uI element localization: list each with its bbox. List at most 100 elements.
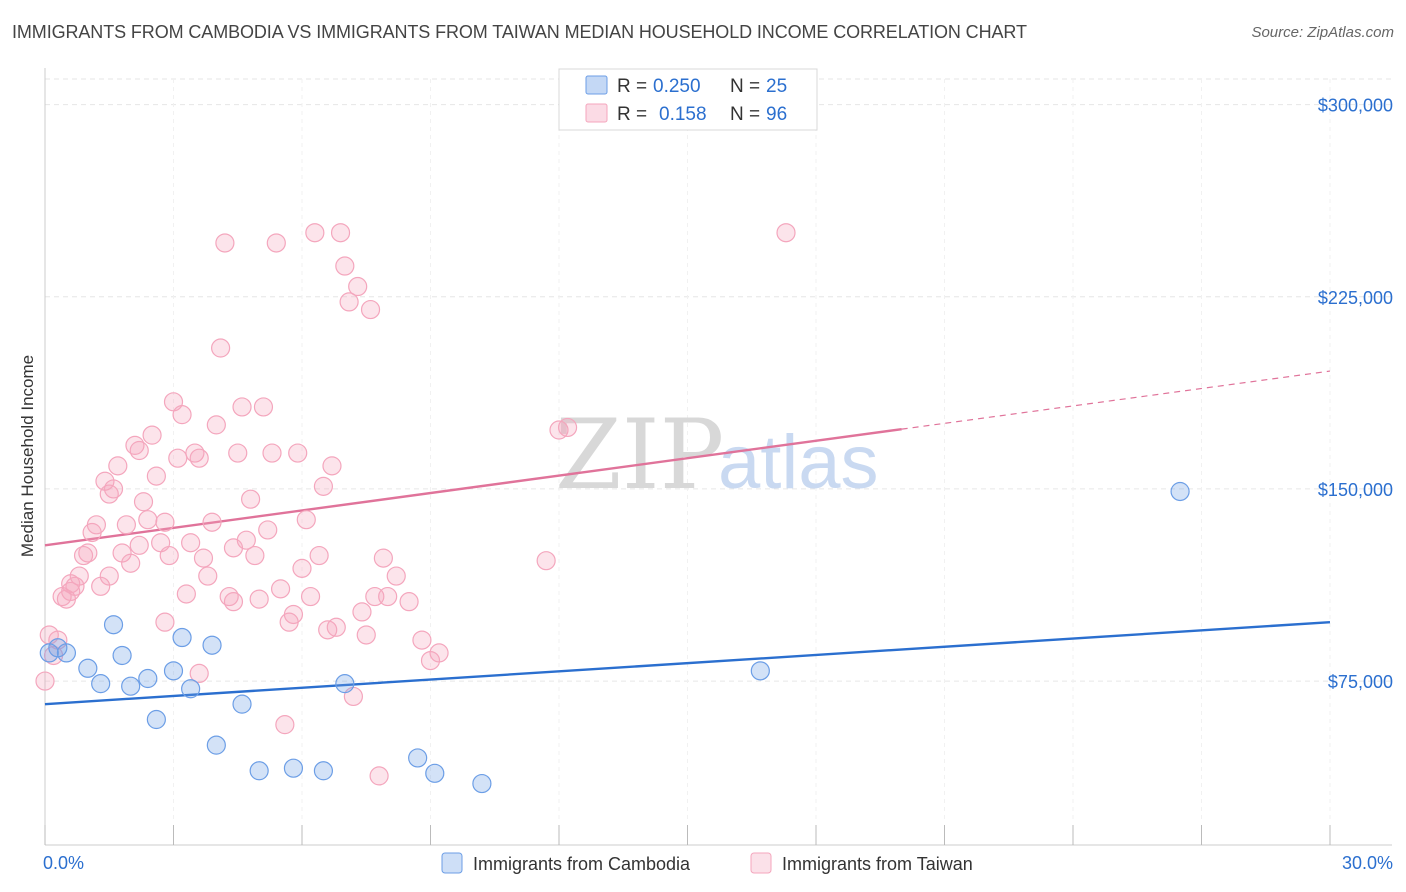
point-cambodia-23 — [750, 661, 770, 681]
point-taiwan-22 — [129, 440, 149, 461]
point-cambodia-16 — [249, 761, 269, 781]
point-taiwan-71 — [339, 292, 359, 312]
point-taiwan-80 — [378, 586, 398, 607]
point-taiwan-20 — [121, 553, 141, 573]
point-taiwan-33 — [176, 584, 196, 604]
legend-n-label-taiwan: N = — [730, 104, 760, 125]
x-tick-label-min: 0.0% — [43, 853, 84, 873]
point-taiwan-93 — [61, 581, 81, 602]
y-tick-label-0: $75,000 — [1328, 672, 1393, 692]
point-cambodia-7 — [121, 676, 141, 696]
point-taiwan-81 — [386, 566, 406, 586]
trend-line-taiwan-projection — [901, 370, 1331, 430]
point-taiwan-32 — [172, 405, 192, 425]
point-taiwan-16 — [103, 479, 124, 499]
point-taiwan-89 — [776, 223, 796, 243]
point-taiwan-58 — [283, 604, 304, 625]
point-taiwan-45 — [228, 443, 248, 463]
point-taiwan-70 — [335, 256, 355, 276]
legend-n-value-taiwan: 96 — [766, 104, 787, 125]
legend-r-label-cambodia: R = — [617, 76, 647, 97]
point-cambodia-6 — [112, 645, 132, 666]
legend-label-taiwan: Immigrants from Taiwan — [782, 854, 973, 874]
point-taiwan-73 — [348, 276, 368, 297]
legend-swatch-cambodia — [585, 75, 608, 95]
watermark-zip: ZIP — [555, 399, 724, 511]
point-taiwan-28 — [155, 512, 175, 532]
legend-label-cambodia: Immigrants from Cambodia — [473, 854, 691, 874]
point-cambodia-18 — [313, 761, 334, 781]
point-taiwan-42 — [215, 233, 235, 253]
point-taiwan-50 — [249, 589, 269, 609]
point-taiwan-48 — [241, 489, 261, 509]
point-cambodia-9 — [146, 709, 166, 730]
legend-n-value-cambodia: 25 — [766, 76, 787, 97]
chart-title: IMMIGRANTS FROM CAMBODIA VS IMMIGRANTS F… — [12, 22, 1027, 42]
point-taiwan-10 — [78, 543, 98, 563]
point-cambodia-13 — [202, 635, 222, 655]
axes — [44, 68, 1392, 846]
point-taiwan-38 — [198, 566, 218, 586]
point-taiwan-41 — [211, 338, 231, 358]
point-cambodia-5 — [103, 615, 124, 635]
point-taiwan-26 — [146, 466, 166, 486]
point-cambodia-24 — [1170, 481, 1190, 502]
legend-r-value-cambodia: 0.250 — [653, 76, 701, 97]
legend-box — [558, 68, 818, 131]
point-taiwan-88 — [557, 417, 578, 438]
point-taiwan-54 — [266, 233, 286, 253]
point-taiwan-83 — [412, 630, 432, 650]
legend-r-value-taiwan: 0.158 — [659, 104, 707, 125]
point-cambodia-12 — [181, 679, 201, 699]
point-taiwan-85 — [429, 643, 449, 663]
legend-r-label-taiwan: R = — [617, 104, 647, 125]
point-cambodia-3 — [78, 658, 98, 678]
point-taiwan-69 — [330, 223, 351, 243]
point-taiwan-8 — [69, 566, 89, 586]
legend-n-label-cambodia: N = — [730, 76, 760, 97]
point-cambodia-19 — [335, 674, 355, 694]
point-taiwan-63 — [305, 223, 325, 243]
point-taiwan-49 — [245, 545, 265, 566]
point-taiwan-76 — [360, 299, 381, 320]
point-taiwan-46 — [232, 397, 252, 417]
point-taiwan-65 — [313, 476, 334, 496]
data-points — [35, 223, 1190, 794]
point-taiwan-39 — [202, 512, 222, 532]
point-taiwan-92 — [99, 566, 119, 586]
point-cambodia-21 — [425, 763, 445, 783]
legend-swatch-cambodia-bottom — [441, 852, 463, 874]
point-taiwan-75 — [356, 625, 376, 645]
point-taiwan-79 — [373, 548, 393, 568]
point-taiwan-25 — [142, 425, 162, 445]
point-taiwan-37 — [193, 548, 214, 568]
point-cambodia-11 — [172, 627, 192, 648]
x-tick-labels: 0.0% 30.0% — [43, 853, 1393, 873]
point-taiwan-82 — [399, 592, 419, 612]
point-taiwan-0 — [35, 671, 55, 691]
trend-lines — [44, 370, 1331, 706]
point-taiwan-86 — [536, 551, 556, 571]
legend-swatch-taiwan — [585, 103, 608, 123]
legend-stats: R = 0.250 N = 25 R = 0.158 N = 96 — [558, 68, 818, 131]
point-taiwan-55 — [270, 579, 291, 599]
y-axis-label: Median Household Income — [18, 355, 37, 557]
point-cambodia-10 — [163, 661, 184, 681]
point-taiwan-29 — [159, 545, 179, 566]
point-taiwan-60 — [292, 558, 312, 578]
point-cambodia-22 — [472, 773, 492, 794]
trend-line-cambodia — [44, 620, 1331, 706]
point-taiwan-90 — [189, 663, 209, 684]
point-cambodia-8 — [138, 668, 158, 689]
point-taiwan-59 — [288, 443, 308, 463]
legend-swatch-taiwan-bottom — [750, 852, 772, 874]
point-taiwan-56 — [275, 715, 295, 735]
point-taiwan-94 — [155, 612, 175, 632]
y-tick-label-2: $225,000 — [1318, 288, 1393, 308]
point-taiwan-95 — [223, 592, 244, 612]
source-credit: Source: ZipAtlas.com — [1251, 24, 1394, 41]
point-taiwan-17 — [108, 456, 128, 476]
point-taiwan-40 — [206, 415, 226, 435]
point-taiwan-91 — [129, 535, 149, 555]
